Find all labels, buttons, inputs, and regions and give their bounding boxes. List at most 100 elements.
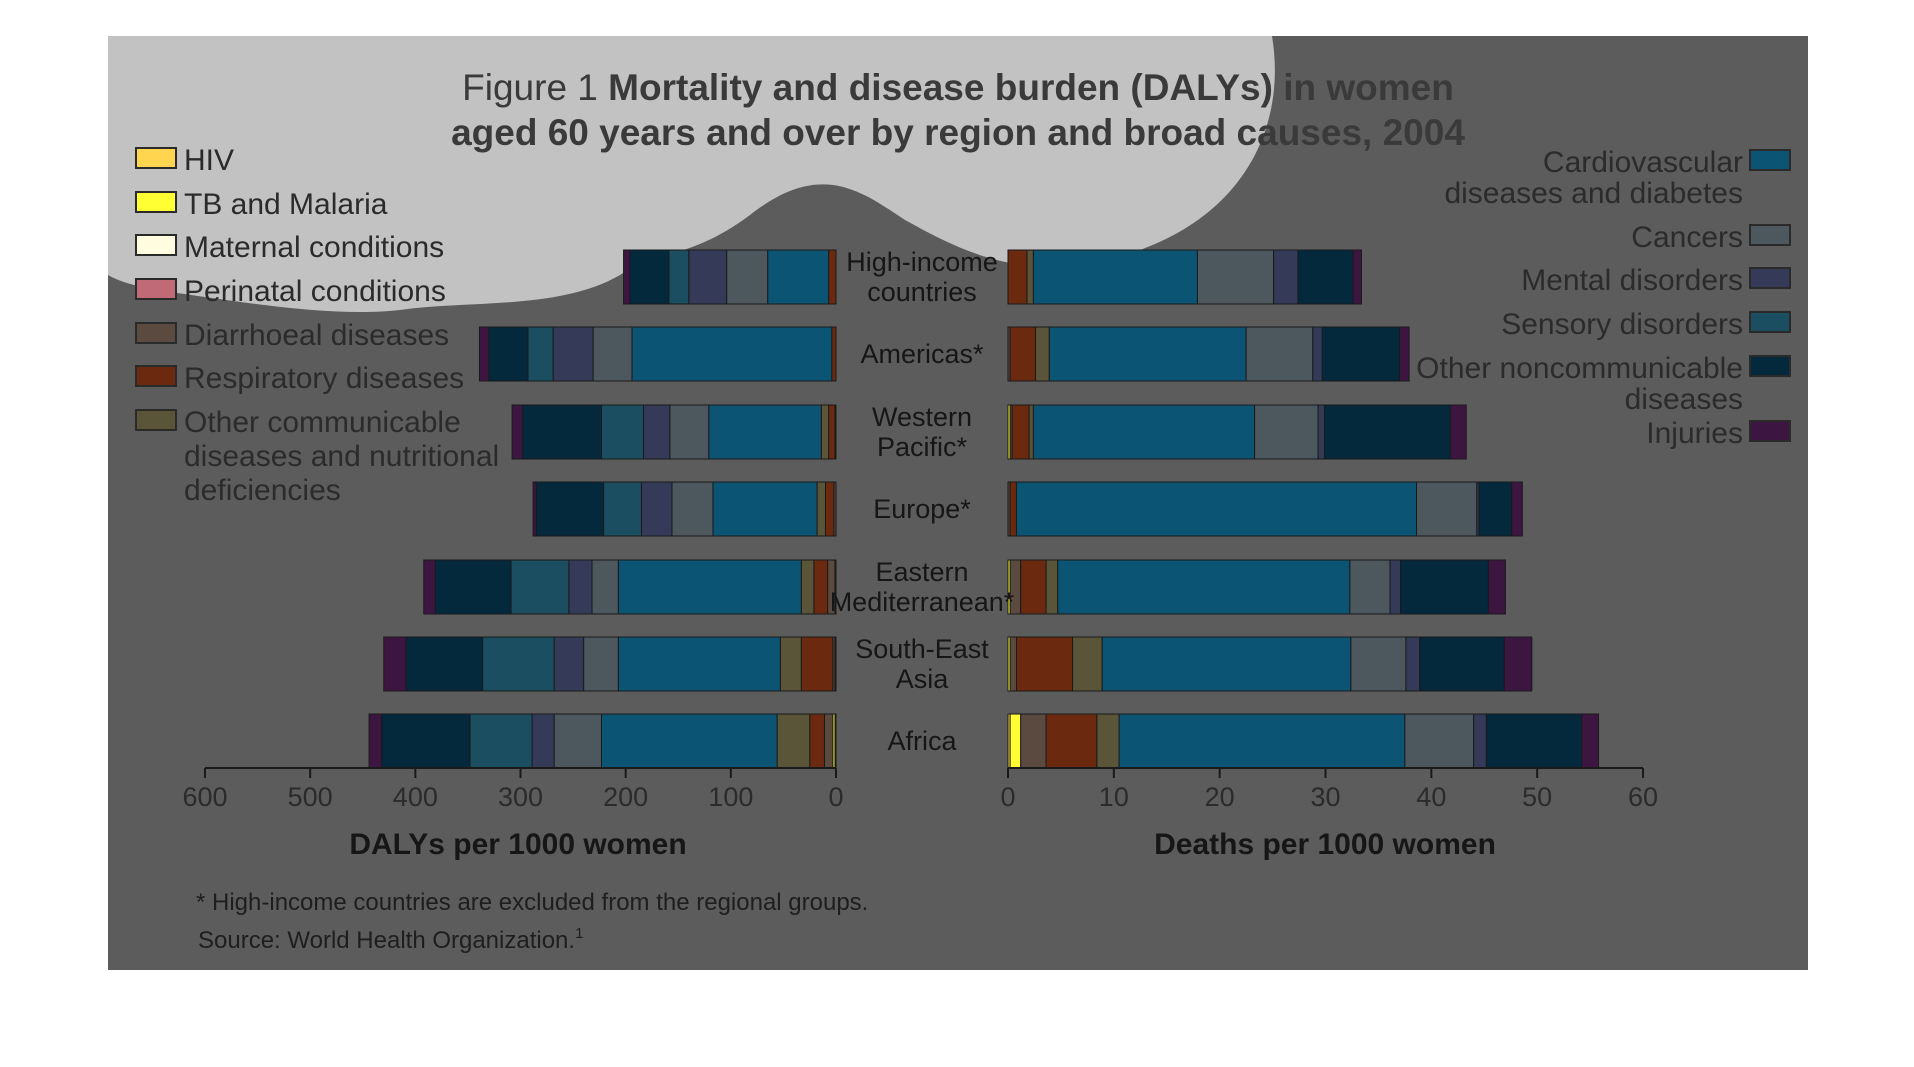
source-text: Source: World Health Organization. [198, 927, 575, 954]
daly-bar-segment [527, 326, 554, 382]
deaths-bar-segment [1032, 404, 1256, 460]
region-label: Pacific* [877, 432, 968, 462]
deaths-bar-segment [1245, 326, 1314, 382]
deaths-axis-label: Deaths per 1000 women [1154, 828, 1496, 861]
deaths-bar-segment [1011, 404, 1030, 460]
deaths-bar-segment [1015, 636, 1074, 692]
region-label: Asia [896, 664, 950, 694]
legend-swatch-tb [135, 191, 177, 213]
region-label: Africa [887, 726, 957, 756]
daly-bar-segment [552, 326, 594, 382]
deaths-bar-segment [1118, 713, 1406, 769]
legend-swatch-hiv [135, 147, 177, 169]
deaths-bar-segment [1487, 559, 1506, 615]
daly-axis-label: DALYs per 1000 women [349, 828, 686, 861]
deaths-bar-segment [1511, 481, 1523, 537]
deaths-bar-segment [1317, 404, 1325, 460]
deaths-bar-segment [1028, 404, 1034, 460]
daly-bar-segment [708, 404, 822, 460]
deaths-bar-segment [1072, 636, 1103, 692]
daly-bar-segment [383, 636, 407, 692]
legend-label-othercomm: Other communicable [184, 406, 461, 439]
deaths-bar-segment [1478, 481, 1513, 537]
legend-swatch-injuries [1749, 420, 1791, 442]
deaths-bar-segment [1312, 326, 1323, 382]
daly-bar-segment [828, 404, 836, 460]
deaths-bar-segment [1485, 713, 1583, 769]
deaths-bar-segment [1007, 249, 1028, 305]
daly-bar-segment [568, 559, 593, 615]
daly-bar-segment [779, 636, 802, 692]
daly-tick-label: 0 [828, 782, 843, 812]
overlay-shape [108, 36, 1275, 313]
deaths-tick-label: 0 [1000, 782, 1015, 812]
daly-bar-segment [368, 713, 383, 769]
legend-label-respiratory: Respiratory diseases [184, 362, 464, 395]
daly-bar-segment [405, 636, 484, 692]
legend-swatch-sensory [1749, 311, 1791, 333]
deaths-bar-segment [1048, 326, 1247, 382]
daly-bar-segment [553, 713, 602, 769]
deaths-bar-segment [1009, 713, 1022, 769]
daly-bar-segment [591, 559, 619, 615]
daly-bar-segment [583, 636, 619, 692]
deaths-tick-label: 20 [1205, 782, 1235, 812]
deaths-bar-segment [1404, 713, 1475, 769]
deaths-bar-segment [1400, 559, 1489, 615]
daly-tick-label: 200 [603, 782, 648, 812]
deaths-bar-segment [1057, 559, 1351, 615]
daly-bar-segment [522, 404, 602, 460]
daly-bar-segment [531, 713, 555, 769]
legend-label-cardio: Cardiovascular [1543, 146, 1743, 179]
deaths-bar-segment [1015, 481, 1418, 537]
daly-tick-label: 100 [708, 782, 753, 812]
daly-bar-segment [532, 481, 537, 537]
legend-label-otherncd: Other noncommunicable [1416, 352, 1743, 385]
deaths-bar-segment [1009, 326, 1037, 382]
daly-bar-segment [423, 559, 436, 615]
legend-swatch-othercomm [135, 409, 177, 431]
deaths-bar-segment [1009, 636, 1017, 692]
region-label: Western [872, 402, 972, 432]
daly-bar-segment [688, 249, 728, 305]
daly-bar-segment [669, 404, 710, 460]
daly-bar-segment [809, 713, 825, 769]
deaths-bar-segment [1350, 636, 1407, 692]
deaths-tick-label: 10 [1099, 782, 1129, 812]
daly-bar-segment [776, 713, 811, 769]
daly-bar-segment [478, 326, 490, 382]
daly-bar-segment [820, 404, 830, 460]
daly-bar-segment [726, 249, 769, 305]
daly-bar-segment [553, 636, 585, 692]
daly-bar-segment [631, 326, 833, 382]
deaths-tick-label: 60 [1628, 782, 1658, 812]
daly-tick-label: 300 [498, 782, 543, 812]
deaths-bar-segment [1020, 559, 1047, 615]
legend-label-diarrhoeal: Diarrhoeal diseases [184, 319, 449, 352]
daly-bar-segment [603, 481, 642, 537]
daly-bar-segment [592, 326, 633, 382]
deaths-bar-segment [1101, 636, 1352, 692]
deaths-bar-segment [1297, 249, 1354, 305]
deaths-bar-segment [1473, 713, 1487, 769]
deaths-bar-segment [1581, 713, 1600, 769]
region-label: Mediterranean* [830, 587, 1015, 617]
daly-bar-segment [800, 559, 815, 615]
legend-swatch-diarrhoeal [135, 322, 177, 344]
region-label: Americas* [860, 339, 984, 369]
daly-bar-segment [600, 404, 645, 460]
deaths-tick-label: 30 [1310, 782, 1340, 812]
deaths-tick-label: 50 [1522, 782, 1552, 812]
title-bold: Mortality and disease burden (DALYs) in … [608, 67, 1454, 108]
deaths-bar-segment [1321, 326, 1401, 382]
source-superscript: 1 [575, 925, 583, 942]
deaths-bar-segment [1035, 326, 1050, 382]
legend-label-otherncd: diseases [1625, 383, 1743, 416]
daly-bar-segment [482, 636, 555, 692]
legend-label-perinatal: Perinatal conditions [184, 275, 446, 308]
daly-bar-segment [800, 636, 834, 692]
daly-tick-label: 400 [393, 782, 438, 812]
daly-bar-segment [629, 249, 670, 305]
